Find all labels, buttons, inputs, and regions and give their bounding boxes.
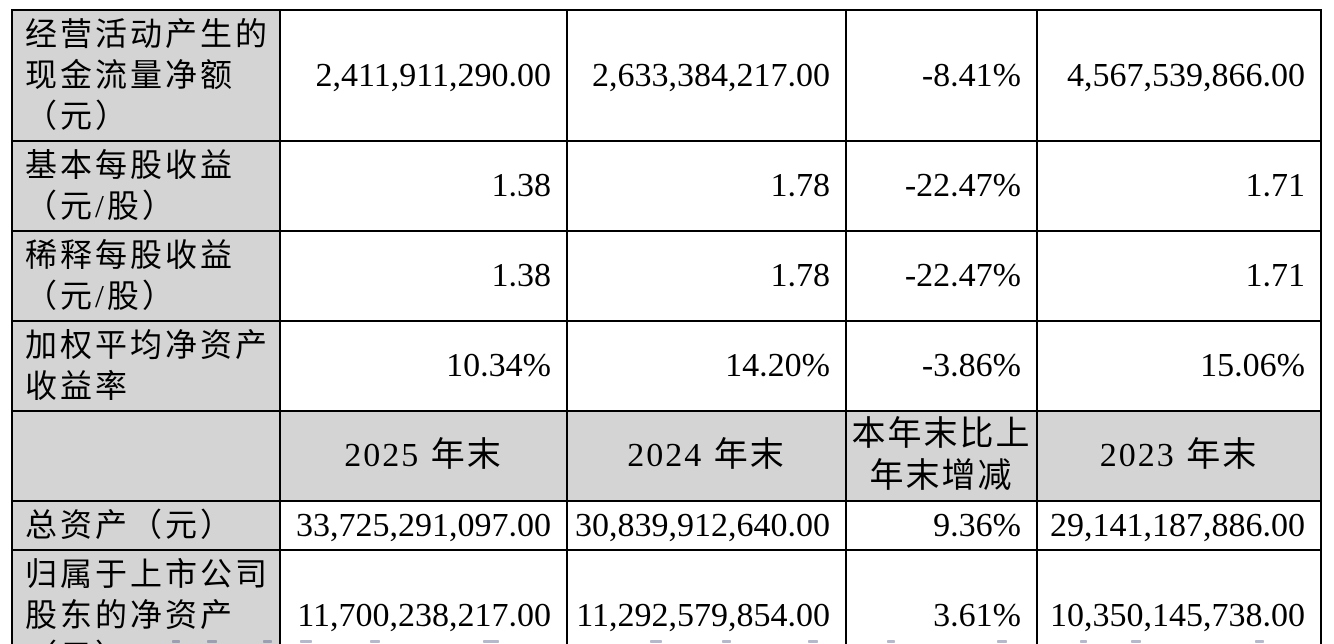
table-row: 基本每股收益 （元/股） 1.38 1.78 -22.47% 1.71: [11, 140, 1322, 232]
cell-change-pct: -22.47%: [845, 230, 1038, 322]
cell-value: 29,141,187,886.00: [1036, 500, 1322, 551]
cell-value: 10.34%: [279, 320, 568, 412]
cutoff-text-fragments: [0, 638, 1334, 644]
cell-change-pct: -8.41%: [845, 9, 1038, 142]
cell-change-pct: 9.36%: [845, 500, 1038, 551]
cell-value: 1.71: [1036, 140, 1322, 232]
cell-value: 30,839,912,640.00: [566, 500, 847, 551]
row-label-operating-cash-flow: 经营活动产生的 现金流量净额 （元）: [11, 9, 281, 142]
cell-value: 15.06%: [1036, 320, 1322, 412]
header-yoy-change: 本年末比上 年末增减: [845, 410, 1038, 502]
row-label-net-assets-attributable: 归属于上市公司 股东的净资产 （元）: [11, 549, 281, 644]
header-2023-year-end: 2023 年末: [1036, 410, 1322, 502]
financial-indicators-table: 经营活动产生的 现金流量净额 （元） 2,411,911,290.00 2,63…: [11, 9, 1322, 644]
cell-change-pct: -3.86%: [845, 320, 1038, 412]
cell-value: 1.78: [566, 140, 847, 232]
header-2024-year-end: 2024 年末: [566, 410, 847, 502]
cell-value: 2,633,384,217.00: [566, 9, 847, 142]
cell-value: 1.71: [1036, 230, 1322, 322]
row-label-total-assets: 总资产（元）: [11, 500, 281, 551]
cell-value: 2,411,911,290.00: [279, 9, 568, 142]
cell-value: 1.38: [279, 230, 568, 322]
row-label-weighted-avg-roe: 加权平均净资产 收益率: [11, 320, 281, 412]
cell-value: 14.20%: [566, 320, 847, 412]
cell-change-pct: -22.47%: [845, 140, 1038, 232]
header-2025-year-end: 2025 年末: [279, 410, 568, 502]
cell-value: 11,700,238,217.00: [279, 549, 568, 644]
cell-value: 1.78: [566, 230, 847, 322]
row-label-basic-eps: 基本每股收益 （元/股）: [11, 140, 281, 232]
cell-change-pct: 3.61%: [845, 549, 1038, 644]
table-row: 加权平均净资产 收益率 10.34% 14.20% -3.86% 15.06%: [11, 320, 1322, 412]
table-row: 归属于上市公司 股东的净资产 （元） 11,700,238,217.00 11,…: [11, 549, 1322, 644]
cell-value: 1.38: [279, 140, 568, 232]
cell-value: 33,725,291,097.00: [279, 500, 568, 551]
table-row: 稀释每股收益 （元/股） 1.38 1.78 -22.47% 1.71: [11, 230, 1322, 322]
header-empty-cell: [11, 410, 281, 502]
cell-value: 4,567,539,866.00: [1036, 9, 1322, 142]
row-label-diluted-eps: 稀释每股收益 （元/股）: [11, 230, 281, 322]
table-row: 总资产（元） 33,725,291,097.00 30,839,912,640.…: [11, 500, 1322, 551]
section-header-row: 2025 年末 2024 年末 本年末比上 年末增减 2023 年末: [11, 410, 1322, 502]
table-row: 经营活动产生的 现金流量净额 （元） 2,411,911,290.00 2,63…: [11, 9, 1322, 142]
cell-value: 11,292,579,854.00: [566, 549, 847, 644]
cell-value: 10,350,145,738.00: [1036, 549, 1322, 644]
